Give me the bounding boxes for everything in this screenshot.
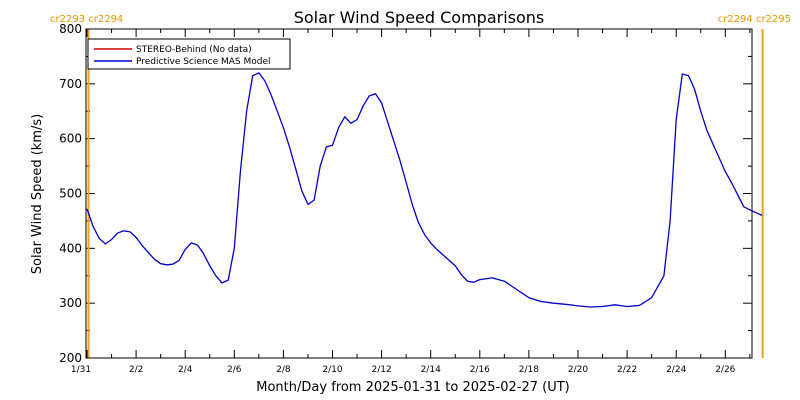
- x-tick-label: 2/20: [568, 365, 588, 375]
- chart-title: Solar Wind Speed Comparisons: [294, 8, 545, 27]
- y-tick-label: 800: [59, 22, 82, 36]
- y-tick-label: 600: [59, 132, 82, 146]
- y-axis-label: Solar Wind Speed (km/s): [30, 114, 45, 274]
- x-tick-label: 2/16: [470, 365, 490, 375]
- y-tick-label: 300: [59, 296, 82, 310]
- legend: STEREO-Behind (No data) Predictive Scien…: [87, 38, 291, 70]
- series-layer: [86, 72, 763, 308]
- y-tick-label: 500: [59, 187, 82, 201]
- x-tick-label: 2/8: [276, 365, 291, 375]
- legend-label-mas-model: Predictive Science MAS Model: [136, 57, 271, 67]
- series-line-mas-model: [86, 72, 763, 308]
- x-tick-label: 2/2: [129, 365, 143, 375]
- x-tick-label: 2/24: [666, 365, 686, 375]
- x-tick-label: 2/14: [421, 365, 441, 375]
- x-axis-ticks: 1/31 2/2 2/4 2/6 2/8 2/10 2/12 2/14 2/16 2/18 2/20…: [71, 29, 751, 375]
- x-tick-label: 2/22: [617, 365, 637, 375]
- legend-label-stereo: STEREO-Behind (No data): [136, 45, 252, 55]
- y-tick-label: 400: [59, 241, 82, 255]
- x-tick-label: 2/4: [178, 365, 193, 375]
- x-tick-label: 1/31: [71, 365, 91, 375]
- x-tick-label: 2/6: [227, 365, 242, 375]
- x-tick-label: 2/12: [371, 365, 391, 375]
- x-tick-label: 2/26: [715, 365, 735, 375]
- carrington-boundary-lines: [87, 29, 764, 358]
- carrington-label-left: cr2293 cr2294: [50, 14, 123, 25]
- x-tick-label: 2/18: [519, 365, 539, 375]
- legend-box: [87, 38, 291, 70]
- y-tick-label: 700: [59, 77, 82, 91]
- x-axis-label: Month/Day from 2025-01-31 to 2025-02-27 …: [256, 380, 569, 395]
- carrington-label-right: cr2294 cr2295: [718, 14, 791, 25]
- carrington-labels: cr2293 cr2294 cr2294 cr2295: [50, 14, 791, 25]
- y-axis-ticks: 200 300 400 500 600 700 800: [59, 22, 752, 365]
- y-tick-label: 200: [59, 351, 82, 365]
- x-tick-label: 2/10: [322, 365, 342, 375]
- plot-frame: [85, 28, 753, 359]
